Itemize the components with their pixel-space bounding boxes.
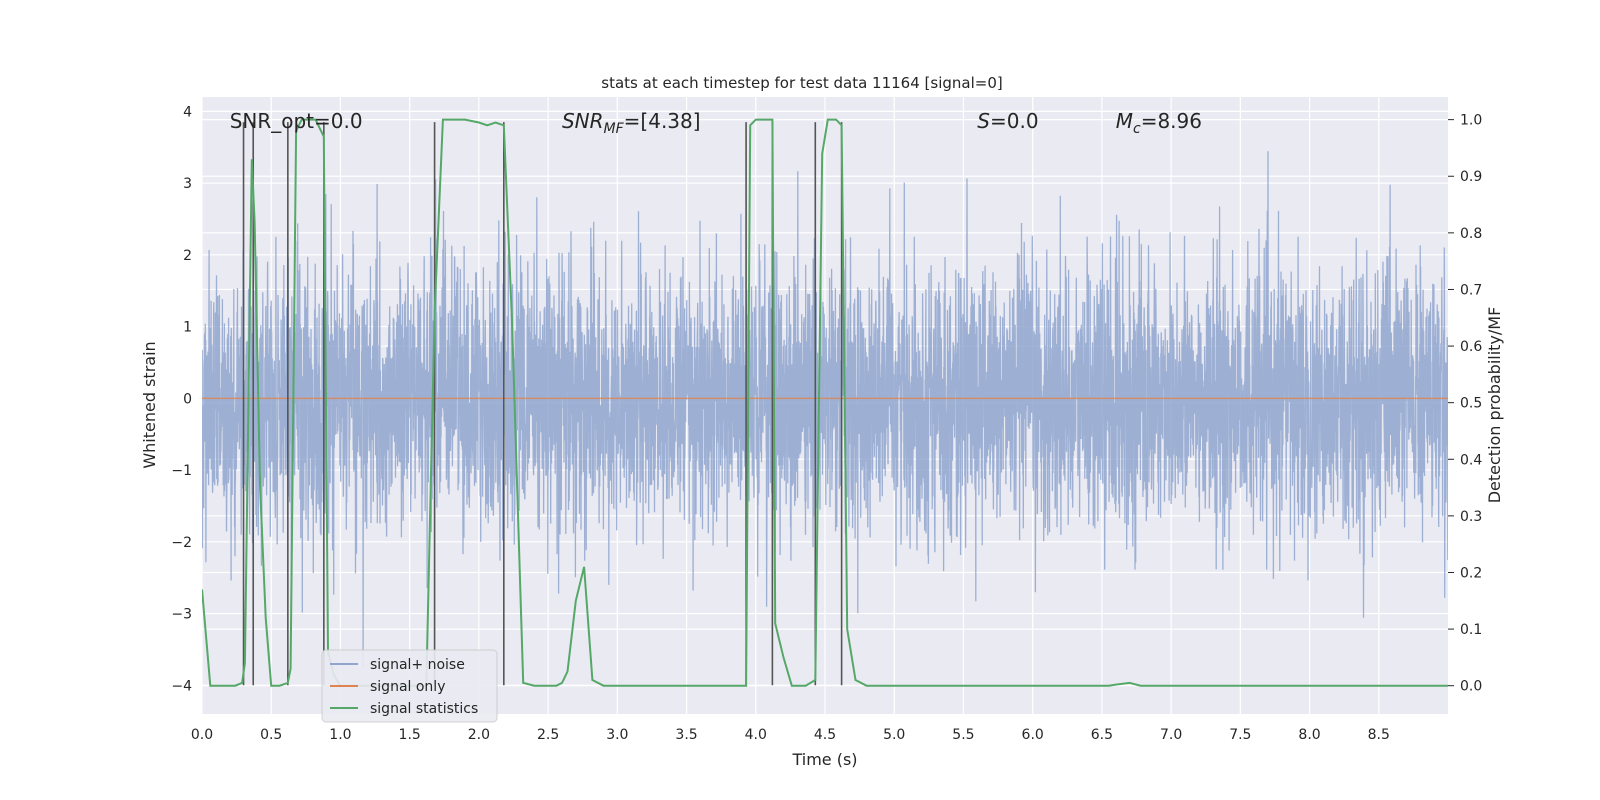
annotation-text: Mc=8.96 bbox=[1116, 109, 1202, 137]
x-tick-label: 8.5 bbox=[1368, 727, 1390, 743]
legend-label: signal only bbox=[370, 679, 445, 695]
y2-tick-label: 0.7 bbox=[1460, 282, 1482, 298]
y2-axis-label: Detection probability/MF bbox=[1485, 307, 1504, 504]
y-axis-ticks: 4 3 2 1 0 −1 −2 −3 −4 bbox=[171, 104, 192, 694]
y2-tick-label: 0.4 bbox=[1460, 452, 1482, 468]
x-tick-label: 4.0 bbox=[745, 727, 767, 743]
x-tick-label: 1.0 bbox=[329, 727, 351, 743]
y-tick-label: −3 bbox=[171, 607, 192, 623]
chart-title: stats at each timestep for test data 111… bbox=[601, 74, 1002, 92]
x-tick-label: 8.0 bbox=[1298, 727, 1320, 743]
y2-tick-label: 0.6 bbox=[1460, 339, 1482, 355]
x-tick-label: 3.5 bbox=[675, 727, 697, 743]
annotation-text: SNRMF=[4.38] bbox=[562, 109, 701, 137]
x-tick-label: 6.5 bbox=[1091, 727, 1113, 743]
annotations: SNR_opt=0.0 SNRMF=[4.38] S=0.0 Mc=8.96 bbox=[230, 109, 1202, 137]
annotation-text: SNR_opt=0.0 bbox=[230, 109, 363, 133]
annotation-text: S=0.0 bbox=[977, 109, 1038, 133]
y2-tick-label: 1.0 bbox=[1460, 113, 1482, 129]
y-tick-label: −1 bbox=[171, 463, 192, 479]
y2-tick-label: 0.2 bbox=[1460, 565, 1482, 581]
x-tick-label: 5.5 bbox=[952, 727, 974, 743]
x-tick-label: 0.5 bbox=[260, 727, 282, 743]
series-signal-statistics bbox=[202, 118, 1448, 687]
y2-tick-label: 0.8 bbox=[1460, 226, 1482, 242]
legend: signal+ noise signal only signal statistic… bbox=[321, 649, 498, 723]
y2-tick-label: 0.9 bbox=[1460, 169, 1482, 185]
x-tick-label: 3.0 bbox=[606, 727, 628, 743]
x-tick-label: 2.5 bbox=[537, 727, 559, 743]
x-tick-label: 5.0 bbox=[883, 727, 905, 743]
y-tick-label: −2 bbox=[171, 535, 192, 551]
x-tick-label: 7.5 bbox=[1229, 727, 1251, 743]
legend-label: signal+ noise bbox=[370, 657, 465, 673]
legend-box bbox=[321, 649, 498, 723]
y2-axis-ticks: 1.0 0.9 0.8 0.7 0.6 0.5 0.4 0.3 0.2 0.1 0.0 bbox=[1448, 113, 1482, 695]
y2-tick-label: 0.3 bbox=[1460, 509, 1482, 525]
x-tick-label: 6.0 bbox=[1022, 727, 1044, 743]
x-tick-label: 0.0 bbox=[191, 727, 213, 743]
x-tick-label: 4.5 bbox=[814, 727, 836, 743]
legend-label: signal statistics bbox=[370, 701, 478, 717]
y-tick-label: 1 bbox=[183, 320, 192, 336]
y-tick-label: −4 bbox=[171, 678, 192, 694]
x-axis-ticks: 0.0 0.5 1.0 1.5 2.0 2.5 3.0 3.5 4.0 4.5 5.0 5.5 6.0 6… bbox=[191, 727, 1390, 743]
y-axis-label: Whitened strain bbox=[140, 341, 159, 468]
x-tick-label: 7.0 bbox=[1160, 727, 1182, 743]
y2-tick-label: 0.0 bbox=[1460, 679, 1482, 695]
series-signal-noise bbox=[202, 151, 1448, 668]
y-tick-label: 3 bbox=[183, 176, 192, 192]
y2-tick-label: 0.5 bbox=[1460, 396, 1482, 412]
y-tick-label: 4 bbox=[183, 104, 192, 120]
y-tick-label: 2 bbox=[183, 248, 192, 264]
y-tick-label: 0 bbox=[183, 391, 192, 407]
x-tick-label: 2.0 bbox=[468, 727, 490, 743]
y2-tick-label: 0.1 bbox=[1460, 622, 1482, 638]
x-tick-label: 1.5 bbox=[399, 727, 421, 743]
x-axis-label: Time (s) bbox=[791, 750, 857, 769]
